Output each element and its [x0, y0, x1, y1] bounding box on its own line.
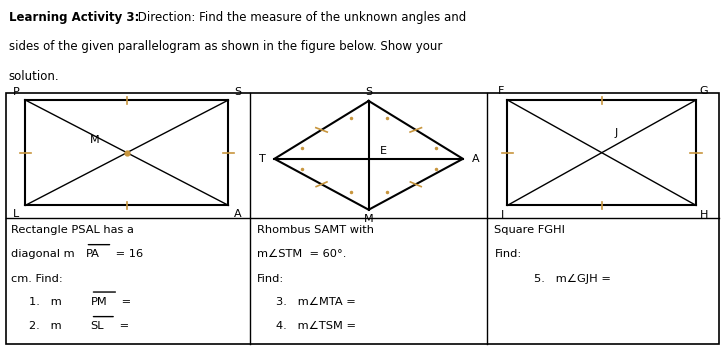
- Text: diagonal m: diagonal m: [11, 249, 75, 259]
- Text: Square FGHI: Square FGHI: [494, 225, 566, 234]
- Text: Find:: Find:: [257, 274, 285, 284]
- Text: F: F: [497, 86, 504, 96]
- Text: Rhombus SAMT with: Rhombus SAMT with: [257, 225, 374, 234]
- Text: I: I: [501, 210, 504, 219]
- Text: H: H: [700, 210, 708, 219]
- Text: =: =: [116, 321, 129, 331]
- Text: sides of the given parallelogram as shown in the figure below. Show your: sides of the given parallelogram as show…: [9, 40, 442, 53]
- Text: SL: SL: [91, 321, 104, 331]
- Text: Direction: Find the measure of the unknown angles and: Direction: Find the measure of the unkno…: [134, 11, 466, 24]
- Text: A: A: [471, 154, 479, 164]
- Text: 1.   m: 1. m: [29, 297, 62, 306]
- Text: S: S: [234, 87, 241, 97]
- Text: = 16: = 16: [112, 249, 144, 259]
- FancyBboxPatch shape: [6, 93, 719, 344]
- Text: 4.   m∠TSM =: 4. m∠TSM =: [276, 321, 355, 331]
- Text: G: G: [700, 86, 708, 96]
- Text: 2.   m: 2. m: [29, 321, 62, 331]
- Text: m∠STM  = 60°.: m∠STM = 60°.: [257, 249, 347, 259]
- Text: cm. Find:: cm. Find:: [11, 274, 62, 284]
- Text: M: M: [364, 214, 373, 224]
- Text: S: S: [365, 87, 372, 97]
- Text: 5.   m∠GJH =: 5. m∠GJH =: [534, 274, 611, 284]
- Text: J: J: [615, 128, 618, 138]
- Text: solution.: solution.: [9, 70, 59, 83]
- Text: P: P: [13, 87, 20, 97]
- Text: PA: PA: [86, 249, 99, 259]
- Text: =: =: [118, 297, 131, 306]
- Text: M: M: [89, 135, 99, 145]
- Text: A: A: [234, 209, 242, 219]
- Text: L: L: [13, 209, 20, 219]
- Text: Find:: Find:: [494, 249, 522, 259]
- Text: 3.   m∠MTA =: 3. m∠MTA =: [276, 297, 355, 306]
- Text: PM: PM: [91, 297, 107, 306]
- Text: Learning Activity 3:: Learning Activity 3:: [9, 11, 139, 24]
- Text: Rectangle PSAL has a: Rectangle PSAL has a: [11, 225, 133, 234]
- Text: E: E: [380, 146, 386, 156]
- Text: T: T: [259, 154, 265, 164]
